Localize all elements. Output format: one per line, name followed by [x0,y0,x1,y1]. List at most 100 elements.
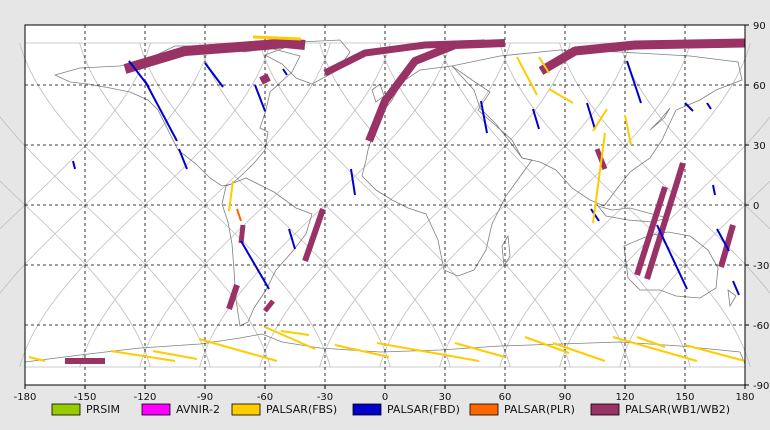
swath-mark [264,326,316,350]
australia-coast [623,231,719,299]
swath-mark [454,342,506,358]
swath-mark [636,336,666,348]
swath-mark [334,344,390,358]
swath-mark [532,108,540,130]
x-tick-label: -180 [14,392,37,403]
x-tick-label: 120 [615,392,634,403]
swath-mark [716,228,730,252]
swath-mark [236,208,242,222]
swath-mark [684,102,694,112]
swath-mark [624,114,632,146]
south-america-coast [221,177,313,327]
legend-swatch [51,403,81,416]
swath-mark [238,224,246,244]
x-tick-label: 0 [382,392,388,403]
x-tick-label: -150 [74,392,97,403]
y-tick-label: -60 [753,321,769,332]
legend-item: PALSAR(PLR) [469,403,575,416]
graticule [25,25,745,385]
swath-mark [226,284,240,310]
latitude-tick-labels: 90 60 30 0 -30 -60 -90 [745,21,769,392]
swath-mark [288,228,296,250]
legend-swatch [469,403,499,416]
swath-mark [656,224,688,290]
swath-mark [706,102,712,110]
swath-mark [538,38,746,75]
y-tick-label: 30 [753,141,766,152]
swath-mark [612,336,698,362]
coverage-swaths [28,35,746,364]
swath-mark [538,56,550,74]
swath-mark [592,108,608,132]
y-tick-label: -90 [753,381,769,392]
legend-label: AVNIR-2 [176,403,220,416]
legend-label: PALSAR(FBS) [266,403,337,416]
swath-mark [480,100,488,134]
legend-label: PALSAR(FBD) [387,403,460,416]
x-tick-label: 90 [559,392,572,403]
x-tick-label: 150 [675,392,694,403]
x-tick-label: -120 [134,392,157,403]
swath-mark [302,208,326,262]
legend: PRSIM AVNIR-2 PALSAR(FBS) PALSAR(FBD) PALSAR… [51,403,730,416]
antarctica-coast [24,333,746,365]
swath-mark [228,180,234,212]
swath-mark [323,39,486,77]
swath-mark [712,184,716,196]
swath-mark [198,338,278,362]
japan-coast [649,107,671,131]
swath-mark [252,35,302,41]
swath-mark [178,148,188,170]
y-tick-label: 60 [753,81,766,92]
swath-mark [732,280,740,296]
swath-mark [282,68,288,76]
x-tick-label: 60 [499,392,512,403]
legend-swatch [590,403,620,416]
swath-mark [263,299,275,313]
swath-mark [254,84,266,112]
legend-item: PALSAR(FBD) [352,403,460,416]
x-tick-label: 30 [439,392,452,403]
y-tick-label: 0 [753,201,759,212]
x-tick-label: -90 [197,392,213,403]
longitude-tick-labels: -180 -150 -120 -90 -60 -30 0 30 60 90 120 150 180 [14,385,755,403]
swath-mark [634,186,668,276]
y-tick-label: -30 [753,261,769,272]
legend-item: AVNIR-2 [141,403,220,416]
y-tick-label: 90 [753,21,766,32]
swath-mark [626,60,642,104]
swath-mark [72,160,76,170]
legend-swatch [141,403,171,416]
swath-mark [548,88,574,104]
swath-mark [524,336,570,354]
swath-mark [376,342,480,362]
legend-label: PALSAR(PLR) [504,403,575,416]
swath-mark [123,38,306,74]
x-tick-label: -60 [257,392,273,403]
swath-mark [204,62,224,88]
swath-mark [144,80,178,142]
legend-swatch [231,403,261,416]
legend-item: PALSAR(WB1/WB2) [590,403,730,416]
swath-mark [240,240,270,290]
swath-mark [28,356,46,362]
swath-mark [552,342,606,362]
asia-coast [451,49,743,207]
madagascar-coast [501,234,511,268]
swath-mark [592,132,606,224]
swath-mark [152,350,198,360]
new-zealand-coast [727,289,737,308]
swath-mark [259,73,271,85]
swath-mark [280,330,310,336]
europe-africa-coast [361,65,533,277]
swath-mark [110,350,176,362]
legend-label: PALSAR(WB1/WB2) [625,403,730,416]
x-tick-label: 180 [735,392,754,403]
x-tick-label: -30 [317,392,333,403]
legend-label: PRSIM [86,403,120,416]
swath-mark [350,168,356,196]
legend-item: PRSIM [51,403,120,416]
swath-mark [516,56,538,96]
swath-mark [644,162,686,280]
